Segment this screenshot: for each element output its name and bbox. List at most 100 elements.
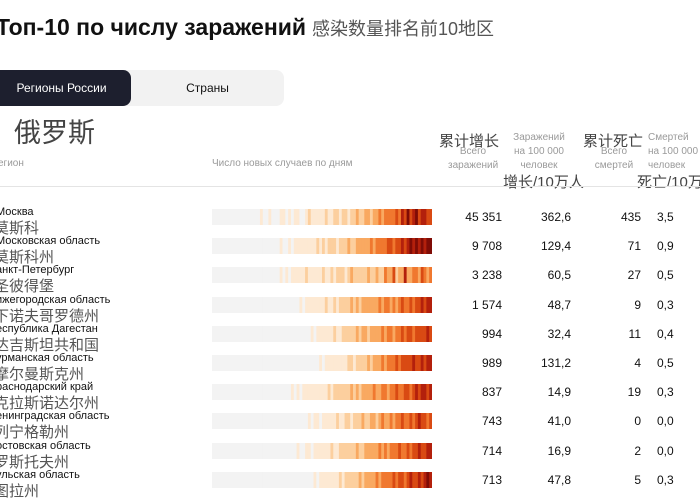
heat-cell <box>423 442 427 459</box>
table-row[interactable]: раснодарский край 克拉斯诺达尔州 837 14,9 19 0,3 <box>0 380 700 412</box>
heat-cell <box>384 209 388 225</box>
heat-cell <box>313 442 317 459</box>
heat-cell <box>296 384 300 401</box>
heat-cell <box>271 296 275 313</box>
heat-cell <box>347 442 351 459</box>
heat-cell <box>412 209 416 225</box>
heat-cell <box>403 413 408 430</box>
heat-cell <box>423 355 427 371</box>
heat-cell <box>389 355 393 371</box>
heat-cell <box>268 325 272 342</box>
heat-cell <box>386 355 391 371</box>
heat-cell <box>259 296 264 313</box>
heat-cell <box>353 325 357 342</box>
heat-cell <box>378 355 382 371</box>
heat-cell <box>293 238 298 255</box>
heat-cell <box>364 209 368 225</box>
heat-cell <box>400 267 405 284</box>
table-row[interactable]: ульская область 图拉州 713 47,8 5 0,3 <box>0 468 700 500</box>
heat-cell <box>305 442 309 459</box>
table-row[interactable]: анкт-Петербург 圣彼得堡 3 238 60,5 27 0,5 <box>0 263 700 295</box>
heat-cell <box>279 296 283 313</box>
heat-cell <box>338 355 343 371</box>
cases-per100k-value: 41,0 <box>547 414 571 429</box>
heat-cell <box>305 325 309 342</box>
total-cases-value: 714 <box>481 443 502 458</box>
heat-cell <box>220 355 224 371</box>
heat-cell <box>412 267 416 284</box>
heat-cell <box>237 296 241 313</box>
heat-cell <box>400 238 405 255</box>
daily-cases-heatbar <box>212 209 432 225</box>
heat-cell <box>415 442 419 459</box>
total-deaths-value: 19 <box>627 385 641 400</box>
heat-cell <box>389 296 393 313</box>
total-cases-value: 743 <box>481 414 502 429</box>
heat-cell <box>347 384 351 401</box>
deaths-per100k-value: 0,3 <box>657 297 674 312</box>
heat-cell <box>276 471 281 488</box>
heat-cell <box>293 442 298 459</box>
table-row[interactable]: остовская область 罗斯托夫州 714 16,9 2 0,0 <box>0 439 700 471</box>
heat-cell <box>245 267 250 284</box>
heat-cell <box>417 442 422 459</box>
heat-cell <box>398 471 402 488</box>
heat-cell <box>367 296 371 313</box>
heat-cell <box>364 267 368 284</box>
heat-cell <box>240 238 244 255</box>
heat-cell <box>243 442 247 459</box>
total-cases-value: 837 <box>481 385 502 400</box>
tab-russia-regions[interactable]: Регионы России <box>0 70 131 106</box>
heat-cell <box>336 209 340 225</box>
heat-cell <box>276 238 281 255</box>
heat-cell <box>384 325 388 342</box>
heat-cell <box>395 442 399 459</box>
heat-cell <box>375 238 379 255</box>
heat-cell <box>310 238 314 255</box>
heat-cell <box>381 238 385 255</box>
total-deaths-value: 435 <box>620 210 641 224</box>
heat-cell <box>296 413 300 430</box>
heat-cell <box>327 267 331 284</box>
heat-cell <box>330 267 334 284</box>
heat-cell <box>375 413 379 430</box>
heat-cell <box>398 384 402 401</box>
heat-cell <box>248 442 252 459</box>
heat-cell <box>265 209 269 225</box>
heat-cell <box>392 442 396 459</box>
heat-cell <box>378 296 382 313</box>
heat-cell <box>299 355 303 371</box>
heat-cell <box>336 296 340 313</box>
heat-cell <box>279 325 283 342</box>
table-row[interactable]: Московская область 莫斯科州 9 708 129,4 71 0,9 <box>0 234 700 266</box>
table-row[interactable]: урманская область 摩尔曼斯克州 989 131,2 4 0,5 <box>0 351 700 383</box>
title-translation: 感染数量排名前10地区 <box>312 19 495 39</box>
heat-cell <box>276 355 281 371</box>
heat-cell <box>293 413 298 430</box>
table-row[interactable]: ижегородская область 下诺夫哥罗德州 1 574 48,7 9 0,3 <box>0 293 700 325</box>
heat-cell <box>243 209 247 225</box>
region-name: ижегородская область <box>0 293 111 306</box>
table-row[interactable]: еспублика Дагестан 达吉斯坦共和国 994 32,4 11 0,4 <box>0 322 700 354</box>
heat-cell <box>285 325 289 342</box>
heat-cell <box>307 209 312 225</box>
heat-cell <box>406 267 410 284</box>
heat-cell <box>299 442 303 459</box>
header-deaths-per100k-line3: человек <box>648 160 686 171</box>
heat-cell <box>369 442 374 459</box>
heat-cell <box>217 384 221 401</box>
heat-cell <box>285 355 289 371</box>
heat-cell <box>426 267 430 284</box>
heat-cell <box>420 267 424 284</box>
heat-cell <box>257 413 261 430</box>
heat-cell <box>220 413 224 430</box>
total-cases-value: 989 <box>481 356 502 370</box>
heat-cell <box>265 325 269 342</box>
table-row[interactable]: енинградская область 列宁格勒州 743 41,0 0 0,0 <box>0 409 700 441</box>
heat-cell <box>316 442 320 459</box>
page-title: Топ-10 по числу заражений 感染数量排名前10地区 <box>0 14 494 41</box>
cases-per100k-value: 362,6 <box>540 210 571 224</box>
heat-cell <box>375 209 379 225</box>
tab-countries[interactable]: Страны <box>186 81 229 95</box>
table-row[interactable]: Москва 莫斯科 45 351 362,6 435 3,5 <box>0 205 700 237</box>
